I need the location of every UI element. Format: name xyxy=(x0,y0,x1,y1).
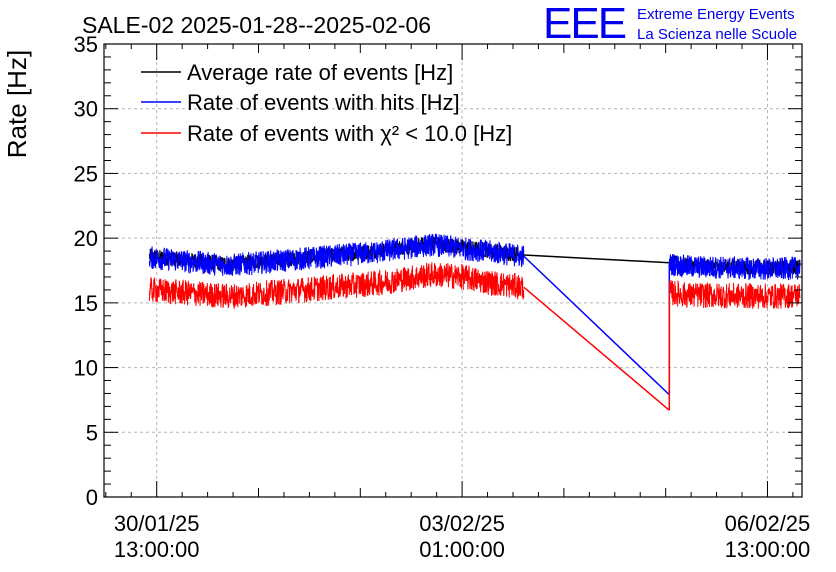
y-tick-label: 0 xyxy=(86,485,98,510)
x-tick-label-date: 06/02/25 xyxy=(725,511,811,536)
plot-frame xyxy=(103,43,803,498)
x-tick-label-time: 13:00:00 xyxy=(114,537,200,562)
y-tick-label: 10 xyxy=(74,356,98,381)
series-line-1-seg1 xyxy=(668,254,801,281)
legend: Average rate of events [Hz] Rate of event… xyxy=(141,60,512,146)
data-series xyxy=(148,232,801,411)
axes: 0510152025303530/01/2513:00:0003/02/2501… xyxy=(74,32,811,562)
y-axis-label: Rate [Hz] xyxy=(2,50,32,158)
eee-logo-mark: EEE xyxy=(543,0,626,48)
series-line-1-seg0 xyxy=(148,232,525,277)
x-tick-label-time: 01:00:00 xyxy=(419,537,505,562)
y-tick-label: 20 xyxy=(74,226,98,251)
series-2 xyxy=(148,262,801,411)
series-gap-line-1 xyxy=(523,255,670,396)
chart-title: SALE-02 2025-01-28--2025-02-06 xyxy=(82,12,431,38)
y-tick-label: 15 xyxy=(74,291,98,316)
y-tick-label: 25 xyxy=(74,161,98,186)
x-tick-label-time: 13:00:00 xyxy=(725,537,811,562)
eee-logo-line2: La Scienza nelle Scuole xyxy=(637,26,797,43)
legend-label-1: Rate of events with hits [Hz] xyxy=(187,90,460,115)
series-1 xyxy=(148,232,801,396)
y-tick-label: 35 xyxy=(74,32,98,57)
eee-logo: EEE Extreme Energy Events La Scienza nel… xyxy=(543,0,797,48)
x-tick-label-date: 30/01/25 xyxy=(114,511,200,536)
y-tick-label: 5 xyxy=(86,420,98,445)
x-tick-label-date: 03/02/25 xyxy=(419,511,505,536)
legend-label-2: Rate of events with χ² < 10.0 [Hz] xyxy=(187,121,512,146)
series-gap-line-0 xyxy=(523,254,670,264)
legend-label-0: Average rate of events [Hz] xyxy=(187,60,453,85)
series-line-2-seg0 xyxy=(148,262,525,309)
series-gap-line-2 xyxy=(523,286,670,411)
y-tick-label: 30 xyxy=(74,97,98,122)
eee-logo-line1: Extreme Energy Events xyxy=(637,6,795,23)
series-line-2-seg1 xyxy=(668,279,801,309)
